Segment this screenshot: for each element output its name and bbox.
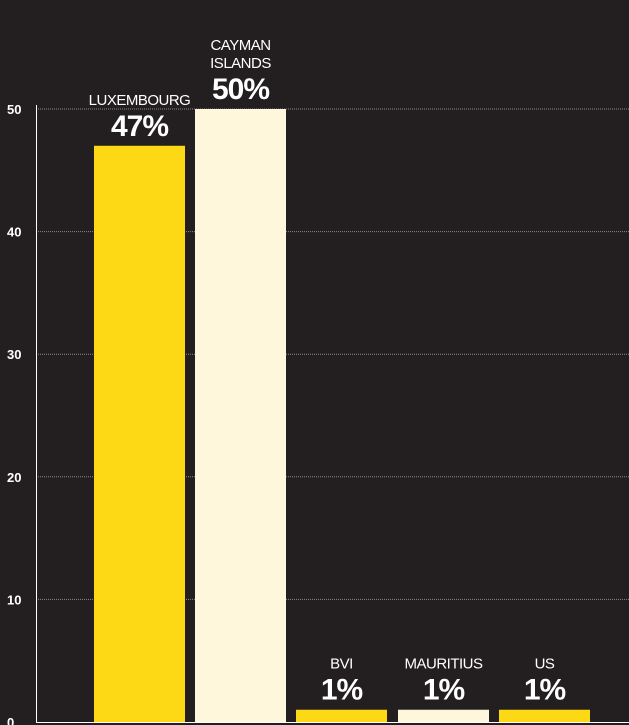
category-label: BVI [330, 656, 353, 673]
bar [94, 145, 185, 722]
y-tick-label: 50 [7, 102, 21, 117]
y-tick-label: 10 [7, 592, 21, 607]
y-tick-label: 30 [7, 347, 21, 362]
category-label: LUXEMBOURG [89, 92, 191, 109]
bar [499, 709, 590, 722]
category-label: CAYMAN [210, 37, 270, 54]
y-tick-label: 0 [7, 715, 14, 725]
bar [296, 709, 387, 722]
category-label: ISLANDS [210, 55, 271, 72]
bar [398, 709, 489, 722]
bar-value-label: 1% [423, 674, 465, 707]
y-tick-label: 40 [7, 225, 21, 240]
y-axis: 0 10 20 30 40 50 [7, 102, 629, 725]
bar-value-label: 1% [321, 674, 363, 707]
y-tick-label: 20 [7, 470, 21, 485]
bar-value-label: 47% [111, 110, 168, 143]
category-label: MAURITIUS [405, 656, 483, 673]
bar [195, 109, 286, 722]
bar-labels: 47%LUXEMBOURG 50%CAYMANISLANDS1%BVI1%MAUR… [89, 37, 567, 707]
bar-value-label: 1% [524, 674, 566, 707]
bar-value-label: 50% [212, 73, 269, 106]
category-label: US [535, 656, 555, 673]
bars [94, 109, 590, 722]
